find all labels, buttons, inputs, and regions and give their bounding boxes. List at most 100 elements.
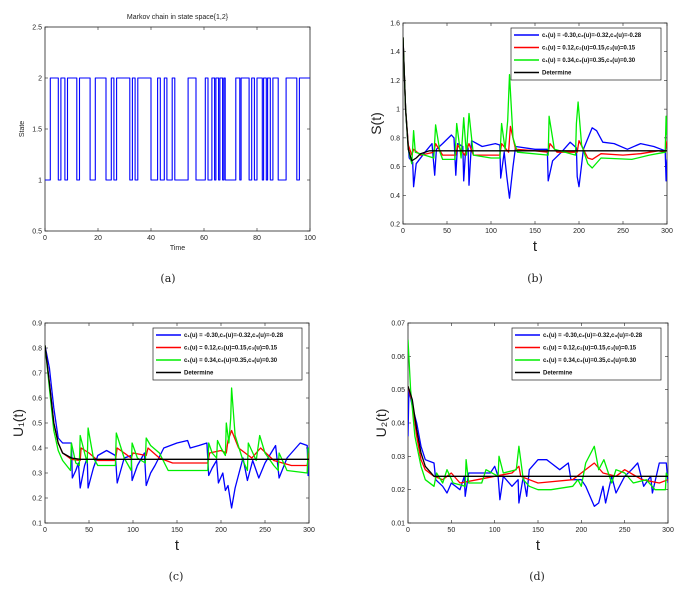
x-tick-label: 200 [215, 527, 227, 534]
legend-label: c₁(u) = 0.12,c₂(u)=0.15,c₃(u)=0.15 [542, 46, 636, 52]
x-tick-label: 150 [529, 228, 541, 235]
y-tick-label: 0.2 [390, 222, 400, 229]
legend-label: Determine [184, 371, 214, 377]
y-tick-label: 0.6 [32, 396, 42, 403]
panel-caption: (c) [169, 570, 184, 583]
y-tick-label: 0.4 [32, 446, 42, 453]
series-line-green [403, 37, 667, 169]
x-tick-label: 50 [443, 228, 451, 235]
series-line-green [45, 345, 309, 474]
x-axis-label: t [536, 537, 541, 554]
y-tick-label: 0.8 [32, 346, 42, 353]
y-tick-label: 0.03 [391, 454, 405, 461]
x-tick-label: 100 [127, 527, 139, 534]
legend-box [510, 27, 662, 81]
legend-label: c₁(u) = 0.34,c₂(u)=0.35,c₃(u)=0.30 [184, 358, 278, 364]
x-tick-label: 50 [447, 527, 455, 534]
x-tick-label: 300 [661, 228, 673, 235]
chart-panel-b: 0 50 100 150 200 250 300 0.2 0.4 0.6 0.8 1 1.2 1.4 1.6… [368, 21, 673, 286]
y-axis-label: U₁(t) [10, 409, 26, 437]
series-line-blue [45, 345, 309, 509]
legend: c₁(u) = -0.30,c₂(u)=-0.32,c₃(u)=-0.28 c₁(… [152, 327, 303, 381]
legend-label: c₁(u) = 0.34,c₂(u)=0.35,c₃(u)=0.30 [542, 58, 636, 64]
x-tick-label: 60 [200, 235, 208, 242]
y-tick-label: 0.04 [391, 421, 405, 428]
y-axis-label: U₂(t) [373, 409, 389, 438]
series-line-green [408, 339, 668, 491]
x-tick-label: 250 [259, 527, 271, 534]
x-axis-label: Time [170, 245, 185, 252]
x-tick-label: 150 [171, 527, 183, 534]
x-tick-label: 200 [573, 228, 585, 235]
y-axis-label: S(t) [368, 112, 384, 135]
legend-label: c₁(u) = -0.30,c₂(u)=-0.32,c₃(u)=-0.28 [543, 333, 643, 339]
x-tick-label: 100 [485, 228, 497, 235]
legend-label: c₁(u) = 0.12,c₂(u)=0.15,c₃(u)=0.15 [543, 346, 637, 352]
x-tick-label: 150 [532, 527, 544, 534]
legend: c₁(u) = -0.30,c₂(u)=-0.32,c₃(u)=-0.28 c₁(… [511, 327, 662, 381]
y-tick-label: 0.6 [390, 164, 400, 171]
x-tick-label: 250 [619, 527, 631, 534]
y-axis-label: State [19, 121, 26, 137]
y-tick-label: 0.07 [391, 321, 405, 328]
legend-label: c₁(u) = -0.30,c₂(u)=-0.32,c₃(u)=-0.28 [542, 33, 642, 39]
legend-label: c₁(u) = -0.30,c₂(u)=-0.32,c₃(u)=-0.28 [184, 333, 284, 339]
y-tick-label: 1 [396, 107, 400, 114]
y-tick-label: 2.5 [32, 25, 42, 32]
x-tick-label: 50 [85, 527, 93, 534]
x-tick-label: 200 [575, 527, 587, 534]
x-tick-label: 0 [43, 527, 47, 534]
chart-panel-a: 0 20 40 60 80 100 0.5 1 1.5 2 2.5 Markov chain in s… [19, 14, 316, 285]
chart-panel-d: 0 50 100 150 200 250 300 0.01 0.02 0.03 0.04 0.05 0.… [373, 321, 674, 584]
series-line-blue [403, 37, 667, 199]
y-tick-label: 0.5 [32, 421, 42, 428]
x-tick-label: 80 [253, 235, 261, 242]
x-axis-label: t [533, 238, 538, 255]
legend-label: c₁(u) = 0.34,c₂(u)=0.35,c₃(u)=0.30 [543, 358, 637, 364]
y-tick-label: 0.01 [391, 521, 405, 528]
x-tick-label: 250 [617, 228, 629, 235]
x-axis-label: t [175, 537, 180, 554]
legend-label: c₁(u) = 0.12,c₂(u)=0.15,c₃(u)=0.15 [184, 346, 278, 352]
x-tick-label: 40 [147, 235, 155, 242]
y-tick-label: 0.5 [32, 229, 42, 236]
y-tick-label: 0.06 [391, 354, 405, 361]
y-tick-label: 1.6 [390, 21, 400, 28]
panel-caption: (b) [527, 272, 543, 285]
series-line-black [403, 37, 667, 162]
x-tick-label: 100 [304, 235, 316, 242]
series-line-blue [408, 389, 668, 507]
y-tick-label: 1.5 [32, 127, 42, 134]
y-tick-label: 1.4 [390, 49, 400, 56]
y-tick-label: 2 [38, 76, 42, 83]
panel-caption: (a) [160, 272, 175, 285]
legend-label: Determine [543, 371, 573, 377]
x-tick-label: 0 [401, 228, 405, 235]
panel-caption: (d) [529, 570, 545, 583]
legend-label: Determine [542, 71, 572, 77]
legend: c₁(u) = -0.30,c₂(u)=-0.32,c₃(u)=-0.28 c₁(… [510, 27, 662, 81]
x-tick-label: 100 [489, 527, 501, 534]
x-tick-label: 300 [303, 527, 315, 534]
y-tick-label: 0.05 [391, 387, 405, 394]
y-tick-label: 0.02 [391, 487, 405, 494]
series-line-red [403, 37, 667, 161]
x-tick-label: 0 [43, 235, 47, 242]
x-tick-label: 0 [406, 527, 410, 534]
y-tick-label: 0.2 [32, 496, 42, 503]
series-line-blue [45, 77, 310, 181]
series-line-black [45, 345, 309, 460]
x-tick-label: 300 [662, 527, 674, 534]
chart-panel-c: 0 50 100 150 200 250 300 0.1 0.2 0.3 0.4 0.5 0.6 0.7 0… [10, 321, 315, 584]
y-tick-label: 0.4 [390, 193, 400, 200]
y-tick-label: 1.2 [390, 78, 400, 85]
legend-box [152, 327, 303, 381]
chart-title: Markov chain in state space{1,2} [127, 14, 229, 21]
legend-box [511, 327, 662, 381]
series-line-black [408, 386, 668, 477]
y-tick-label: 0.3 [32, 471, 42, 478]
y-tick-label: 0.9 [32, 321, 42, 328]
y-tick-label: 0.1 [32, 521, 42, 528]
y-tick-label: 0.7 [32, 371, 42, 378]
